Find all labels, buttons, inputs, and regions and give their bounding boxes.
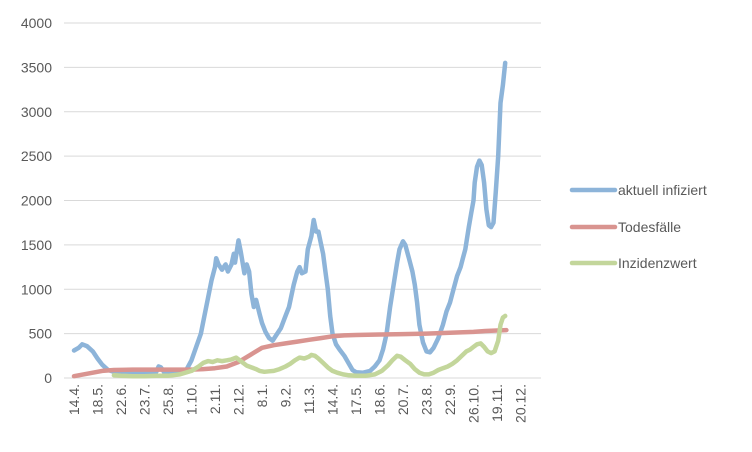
x-tick-label: 18.6. bbox=[372, 384, 388, 415]
legend-label: Inzidenzwert bbox=[618, 255, 697, 271]
x-tick-label: 23.7. bbox=[137, 384, 153, 415]
y-tick-label: 3000 bbox=[21, 104, 52, 120]
y-tick-label: 3500 bbox=[21, 59, 52, 75]
x-tick-label: 22.6. bbox=[113, 384, 129, 415]
x-tick-label: 20.12. bbox=[513, 384, 529, 423]
y-tick-label: 4000 bbox=[21, 15, 52, 31]
y-tick-label: 500 bbox=[29, 326, 53, 342]
legend-label: Todesfälle bbox=[618, 219, 681, 235]
x-tick-label: 17.5. bbox=[348, 384, 364, 415]
y-tick-label: 0 bbox=[44, 370, 52, 386]
x-tick-label: 26.10. bbox=[466, 384, 482, 423]
series-lines bbox=[71, 60, 509, 379]
legend: aktuell infiziert Todesfälle Inzidenzwert bbox=[569, 182, 707, 271]
x-tick-label: 9.2. bbox=[278, 384, 294, 407]
x-tick-label: 18.5. bbox=[90, 384, 106, 415]
x-tick-label: 14.4. bbox=[66, 384, 82, 415]
x-tick-label: 11.3. bbox=[301, 384, 317, 414]
y-tick-label: 2500 bbox=[21, 148, 52, 164]
x-tick-label: 19.11. bbox=[489, 384, 505, 422]
series-line bbox=[71, 60, 508, 376]
x-tick-label: 14.4. bbox=[325, 384, 341, 415]
x-tick-label: 2.12. bbox=[231, 384, 247, 415]
x-tick-label: 25.8. bbox=[160, 384, 176, 415]
x-axis-tick-labels: 14.4. 18.5. 22.6. 23.7. 25.8. 1.10. 2.11. 2.12.… bbox=[66, 384, 529, 423]
legend-label: aktuell infiziert bbox=[618, 182, 707, 198]
x-tick-label: 2.11. bbox=[207, 384, 223, 414]
x-tick-label: 22.9. bbox=[442, 384, 458, 415]
x-tick-label: 1.10. bbox=[184, 384, 200, 415]
gridlines bbox=[64, 22, 541, 335]
x-tick-label: 23.8. bbox=[419, 384, 435, 415]
y-tick-label: 1500 bbox=[21, 237, 52, 253]
x-tick-label: 20.7. bbox=[395, 384, 411, 415]
y-axis-tick-labels: 0 500 1000 1500 2000 2500 3000 3500 4000 bbox=[21, 15, 52, 386]
series-line bbox=[111, 313, 508, 379]
series-line bbox=[71, 327, 509, 379]
y-tick-label: 2000 bbox=[21, 193, 52, 209]
x-tick-label: 8.1. bbox=[254, 384, 270, 407]
y-tick-label: 1000 bbox=[21, 281, 52, 297]
